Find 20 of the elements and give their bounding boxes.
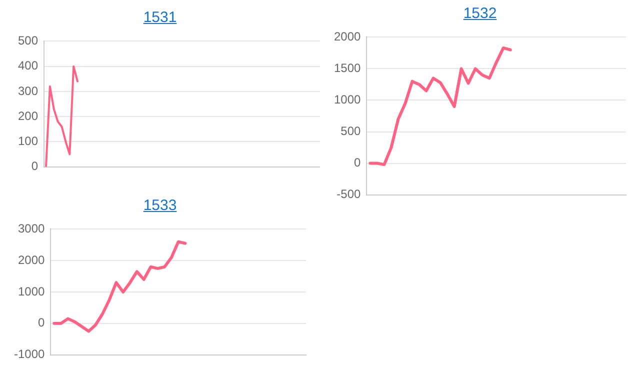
chart-title: 1532 [462, 4, 498, 24]
y-tick-label: 1000 [334, 92, 362, 107]
y-tick-label: 0 [31, 159, 38, 174]
y-tick-label: 100 [18, 134, 38, 148]
y-tick-label: 500 [18, 34, 38, 48]
y-tick-label: 2000 [334, 30, 362, 44]
y-tick-label: -500 [336, 187, 362, 202]
y-tick-label: 1000 [18, 284, 46, 298]
y-tick-label: 500 [340, 124, 362, 138]
y-tick-label: 400 [18, 58, 38, 73]
y-tick-label: -1000 [14, 347, 46, 362]
chart-title: 1533 [142, 196, 178, 216]
chart-title: 1531 [142, 8, 178, 28]
y-tick-label: 2000 [18, 252, 46, 267]
y-tick-label: 3000 [18, 222, 46, 236]
y-tick-label: 0 [38, 316, 46, 330]
y-tick-label: 300 [18, 84, 38, 98]
y-tick-label: 1500 [334, 61, 362, 76]
y-tick-label: 200 [18, 108, 38, 123]
y-tick-label: 0 [354, 156, 362, 170]
